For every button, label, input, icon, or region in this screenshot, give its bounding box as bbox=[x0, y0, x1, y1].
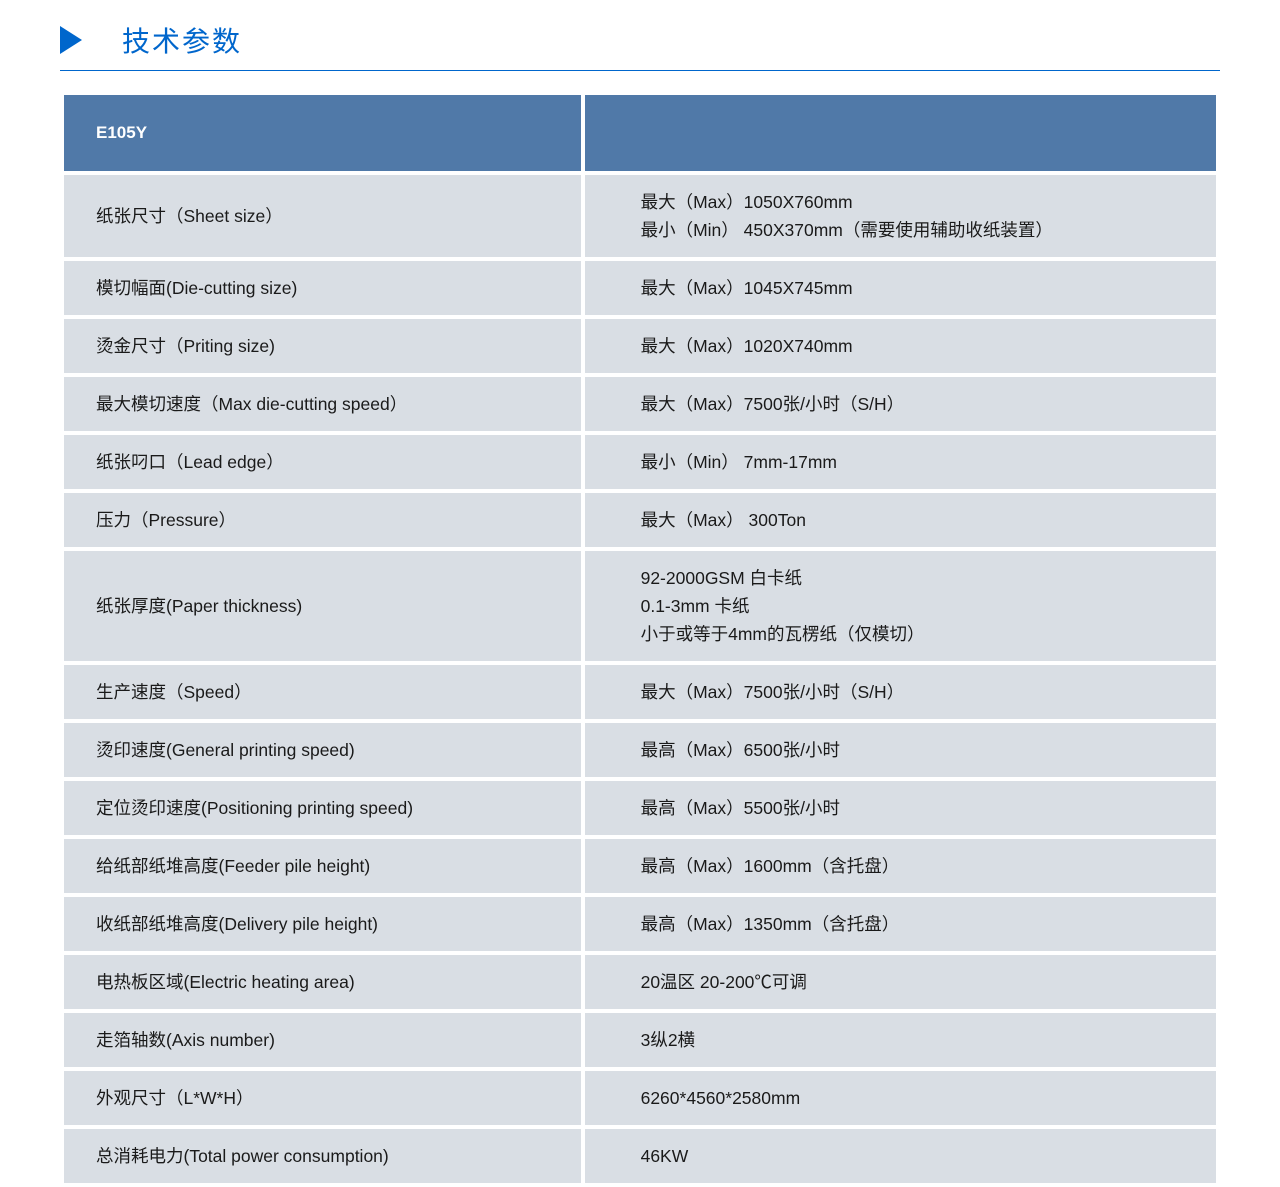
spec-value: 最大（Max） 300Ton bbox=[585, 493, 1216, 547]
spec-value: 最大（Max）7500张/小时（S/H） bbox=[585, 377, 1216, 431]
spec-label: 烫印速度(General printing speed) bbox=[64, 723, 581, 777]
table-row: 烫印速度(General printing speed)最高（Max）6500张… bbox=[64, 723, 1216, 777]
table-row: 最大模切速度（Max die-cutting speed）最大（Max）7500… bbox=[64, 377, 1216, 431]
spec-value: 最大（Max）1050X760mm 最小（Min） 450X370mm（需要使用… bbox=[585, 175, 1216, 257]
table-row: 走箔轴数(Axis number)3纵2横 bbox=[64, 1013, 1216, 1067]
spec-label: 烫金尺寸（Priting size) bbox=[64, 319, 581, 373]
spec-label: 给纸部纸堆高度(Feeder pile height) bbox=[64, 839, 581, 893]
spec-value: 最高（Max）1350mm（含托盘） bbox=[585, 897, 1216, 951]
spec-table: E105Y 纸张尺寸（Sheet size）最大（Max）1050X760mm … bbox=[60, 91, 1220, 1187]
spec-label: 收纸部纸堆高度(Delivery pile height) bbox=[64, 897, 581, 951]
spec-label: 纸张厚度(Paper thickness) bbox=[64, 551, 581, 661]
table-row: 总消耗电力(Total power consumption)46KW bbox=[64, 1129, 1216, 1183]
page-title: 技术参数 bbox=[122, 20, 242, 60]
spec-value: 最大（Max）7500张/小时（S/H） bbox=[585, 665, 1216, 719]
table-row: 生产速度（Speed）最大（Max）7500张/小时（S/H） bbox=[64, 665, 1216, 719]
spec-label: 最大模切速度（Max die-cutting speed） bbox=[64, 377, 581, 431]
spec-value: 最高（Max）1600mm（含托盘） bbox=[585, 839, 1216, 893]
table-header-model: E105Y bbox=[64, 95, 581, 171]
table-row: 纸张厚度(Paper thickness)92-2000GSM 白卡纸 0.1-… bbox=[64, 551, 1216, 661]
table-header-row: E105Y bbox=[64, 95, 1216, 171]
spec-value: 46KW bbox=[585, 1129, 1216, 1183]
spec-label: 压力（Pressure） bbox=[64, 493, 581, 547]
spec-value: 最高（Max）5500张/小时 bbox=[585, 781, 1216, 835]
table-row: 外观尺寸（L*W*H）6260*4560*2580mm bbox=[64, 1071, 1216, 1125]
spec-label: 走箔轴数(Axis number) bbox=[64, 1013, 581, 1067]
spec-label: 模切幅面(Die-cutting size) bbox=[64, 261, 581, 315]
table-header-empty bbox=[585, 95, 1216, 171]
table-row: 纸张尺寸（Sheet size）最大（Max）1050X760mm 最小（Min… bbox=[64, 175, 1216, 257]
spec-label: 定位烫印速度(Positioning printing speed) bbox=[64, 781, 581, 835]
table-row: 给纸部纸堆高度(Feeder pile height)最高（Max）1600mm… bbox=[64, 839, 1216, 893]
table-row: 压力（Pressure）最大（Max） 300Ton bbox=[64, 493, 1216, 547]
spec-value: 最小（Min） 7mm-17mm bbox=[585, 435, 1216, 489]
table-row: 收纸部纸堆高度(Delivery pile height)最高（Max）1350… bbox=[64, 897, 1216, 951]
spec-label: 外观尺寸（L*W*H） bbox=[64, 1071, 581, 1125]
table-row: 定位烫印速度(Positioning printing speed)最高（Max… bbox=[64, 781, 1216, 835]
spec-value: 最大（Max）1045X745mm bbox=[585, 261, 1216, 315]
spec-value: 3纵2横 bbox=[585, 1013, 1216, 1067]
table-row: 纸张叼口（Lead edge）最小（Min） 7mm-17mm bbox=[64, 435, 1216, 489]
arrow-icon bbox=[60, 26, 82, 54]
spec-value: 最高（Max）6500张/小时 bbox=[585, 723, 1216, 777]
spec-value: 最大（Max）1020X740mm bbox=[585, 319, 1216, 373]
table-row: 烫金尺寸（Priting size)最大（Max）1020X740mm bbox=[64, 319, 1216, 373]
spec-label: 电热板区域(Electric heating area) bbox=[64, 955, 581, 1009]
table-row: 模切幅面(Die-cutting size)最大（Max）1045X745mm bbox=[64, 261, 1216, 315]
spec-value: 92-2000GSM 白卡纸 0.1-3mm 卡纸 小于或等于4mm的瓦楞纸（仅… bbox=[585, 551, 1216, 661]
spec-label: 生产速度（Speed） bbox=[64, 665, 581, 719]
table-row: 电热板区域(Electric heating area)20温区 20-200℃… bbox=[64, 955, 1216, 1009]
spec-label: 总消耗电力(Total power consumption) bbox=[64, 1129, 581, 1183]
spec-value: 6260*4560*2580mm bbox=[585, 1071, 1216, 1125]
section-header: 技术参数 bbox=[60, 0, 1220, 71]
spec-label: 纸张尺寸（Sheet size） bbox=[64, 175, 581, 257]
spec-value: 20温区 20-200℃可调 bbox=[585, 955, 1216, 1009]
spec-label: 纸张叼口（Lead edge） bbox=[64, 435, 581, 489]
